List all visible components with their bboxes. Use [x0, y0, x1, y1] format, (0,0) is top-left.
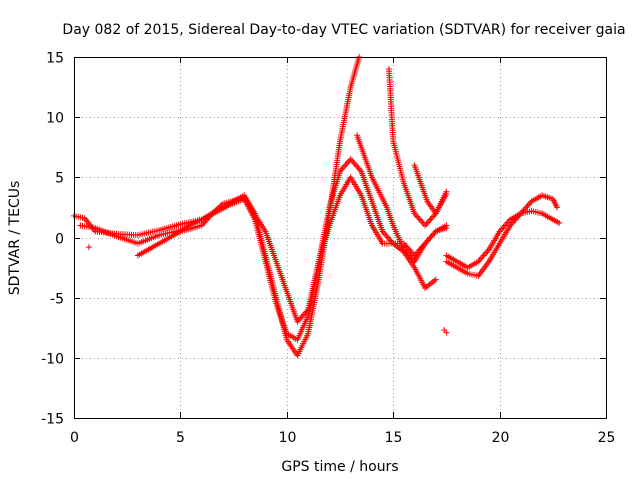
data-point — [509, 219, 516, 226]
data-point — [351, 160, 358, 167]
data-point — [443, 191, 450, 198]
data-point — [524, 202, 531, 209]
data-point — [426, 236, 433, 243]
data-point — [355, 165, 362, 172]
data-point — [382, 231, 389, 238]
data-point — [443, 329, 450, 336]
data-point — [430, 213, 437, 220]
data-point — [424, 219, 431, 226]
data-point — [340, 163, 347, 170]
x-tick-label: 20 — [492, 430, 510, 446]
x-tick-label: 15 — [385, 430, 403, 446]
x-axis-label: GPS time / hours — [281, 459, 398, 475]
x-tick-label: 10 — [279, 430, 297, 446]
data-point — [479, 254, 486, 261]
data-point — [554, 204, 561, 211]
chart-title: Day 082 of 2015, Sidereal Day-to-day VTE… — [62, 22, 625, 38]
data-point — [339, 165, 346, 172]
plot-frame — [74, 57, 607, 419]
data-point — [426, 217, 433, 224]
data-point — [504, 219, 511, 226]
data-point — [428, 214, 435, 221]
x-tick-labels: 0 5 10 15 20 25 — [70, 430, 615, 446]
data-point — [428, 232, 435, 239]
data-point — [388, 239, 395, 246]
series-track-e — [385, 66, 450, 229]
data-point — [423, 220, 430, 227]
data-points — [71, 54, 563, 359]
data-point — [427, 234, 434, 241]
data-point — [301, 311, 308, 318]
data-point — [348, 157, 355, 164]
series-track-f — [411, 162, 450, 217]
data-point — [347, 156, 354, 163]
data-point — [432, 276, 439, 283]
y-tick-label: 5 — [55, 171, 64, 187]
data-point — [352, 162, 359, 169]
data-point — [342, 162, 349, 169]
y-tick-label: 10 — [46, 111, 64, 127]
data-point — [481, 251, 488, 258]
data-point — [443, 222, 450, 229]
data-point — [416, 216, 423, 223]
data-point — [350, 159, 357, 166]
data-point — [406, 246, 413, 253]
data-point — [422, 222, 429, 229]
series-track-b — [77, 156, 439, 343]
y-tick-label: -5 — [50, 292, 64, 308]
y-tick-label: 0 — [55, 232, 64, 248]
data-point — [387, 237, 394, 244]
data-point — [525, 201, 532, 208]
data-point — [404, 245, 411, 252]
data-point — [427, 216, 434, 223]
series-track-a — [71, 54, 363, 359]
data-point — [354, 163, 361, 170]
series-outliers — [85, 244, 450, 336]
x-tick-label: 25 — [598, 430, 616, 446]
y-tick-label: 15 — [46, 51, 64, 67]
data-point — [424, 237, 431, 244]
data-point — [85, 244, 92, 251]
data-point — [403, 243, 410, 250]
data-point — [408, 249, 415, 256]
y-tick-label: -15 — [41, 412, 64, 428]
data-point — [297, 315, 304, 322]
data-point — [430, 231, 437, 238]
data-point — [415, 214, 422, 221]
y-axis-label: SDTVAR / TECUs — [7, 181, 23, 296]
data-point — [418, 217, 425, 224]
series-track-d — [354, 132, 450, 265]
x-tick-label: 0 — [70, 430, 79, 446]
data-point — [344, 159, 351, 166]
data-point — [384, 234, 391, 241]
x-tick-label: 5 — [176, 430, 185, 446]
data-point — [523, 204, 530, 211]
data-point — [503, 220, 510, 227]
data-point — [383, 232, 390, 239]
y-tick-labels: 15 10 5 0 -5 -10 -15 — [41, 51, 64, 428]
data-point — [419, 219, 426, 226]
data-point — [414, 213, 421, 220]
data-point — [556, 220, 563, 227]
series-track-h — [443, 208, 563, 271]
data-point — [343, 160, 350, 167]
data-point — [483, 249, 490, 256]
y-tick-label: -10 — [41, 352, 64, 368]
data-point — [480, 252, 487, 259]
data-point — [477, 255, 484, 262]
data-point — [407, 248, 414, 255]
